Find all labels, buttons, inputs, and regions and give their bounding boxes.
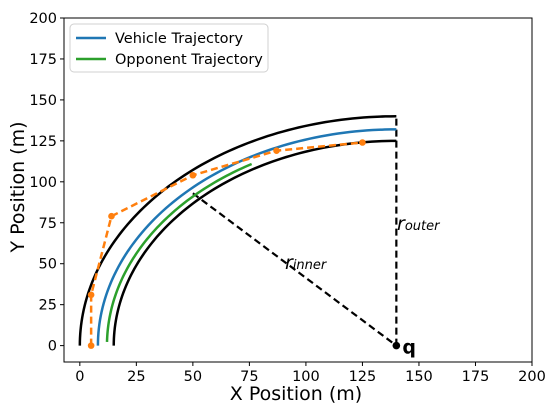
track-outer-boundary [78,115,397,346]
y-tick-label: 75 [39,216,57,232]
plot-layer: q rinner router [78,115,441,359]
series-line-0 [96,128,397,346]
center-label: q [402,337,416,359]
y-tick-label: 0 [48,339,57,355]
x-tick-label: 200 [518,369,546,385]
axes-frame [63,17,533,363]
x-axis-label: X Position (m) [230,383,362,405]
y-tick-label: 175 [29,52,57,68]
waypoint-marker [359,139,366,146]
legend-box [69,23,269,73]
waypoint-marker [189,171,197,179]
waypoint-marker [273,147,280,154]
y-tick-label: 150 [29,93,57,109]
axes-border [63,17,533,363]
legend-entry-label: Opponent Trajectory [115,52,263,68]
x-tick-label: 175 [462,369,490,385]
y-tick-label: 125 [29,134,57,150]
center-point [392,341,401,350]
x-tick-label: 75 [240,369,258,385]
radius-label-outer: router [397,213,441,235]
y-tick-label: 100 [29,175,57,191]
legend: Vehicle Trajectory Opponent Trajectory [69,23,269,73]
x-tick-label: 25 [127,369,145,385]
y-axis-label: Y Position (m) [7,122,29,254]
waypoint-marker [108,212,115,220]
legend-entry-label: Vehicle Trajectory [115,31,243,47]
radius-line-inner [192,192,398,347]
waypoint-marker [87,342,95,349]
waypoint-line [89,141,363,346]
y-tick-label: 25 [39,298,57,314]
y-tick-label: 50 [39,257,57,273]
y-tick-label: 200 [29,11,57,27]
x-tick-label: 100 [292,369,320,385]
series-line-1 [105,162,253,343]
ticks-layer: 0 25 50 75 100 125 150 175 200 0 25 50 75 100 125 150 17… [29,11,546,385]
x-tick-label: 0 [75,369,84,385]
x-tick-label: 50 [184,369,202,385]
radius-label-inner: rinner [285,252,328,274]
axis-labels: X Position (m) Y Position (m) [7,122,362,406]
x-tick-label: 125 [349,369,377,385]
track-inner-boundary [112,139,397,346]
x-tick-label: 150 [405,369,433,385]
waypoint-marker [87,291,95,299]
